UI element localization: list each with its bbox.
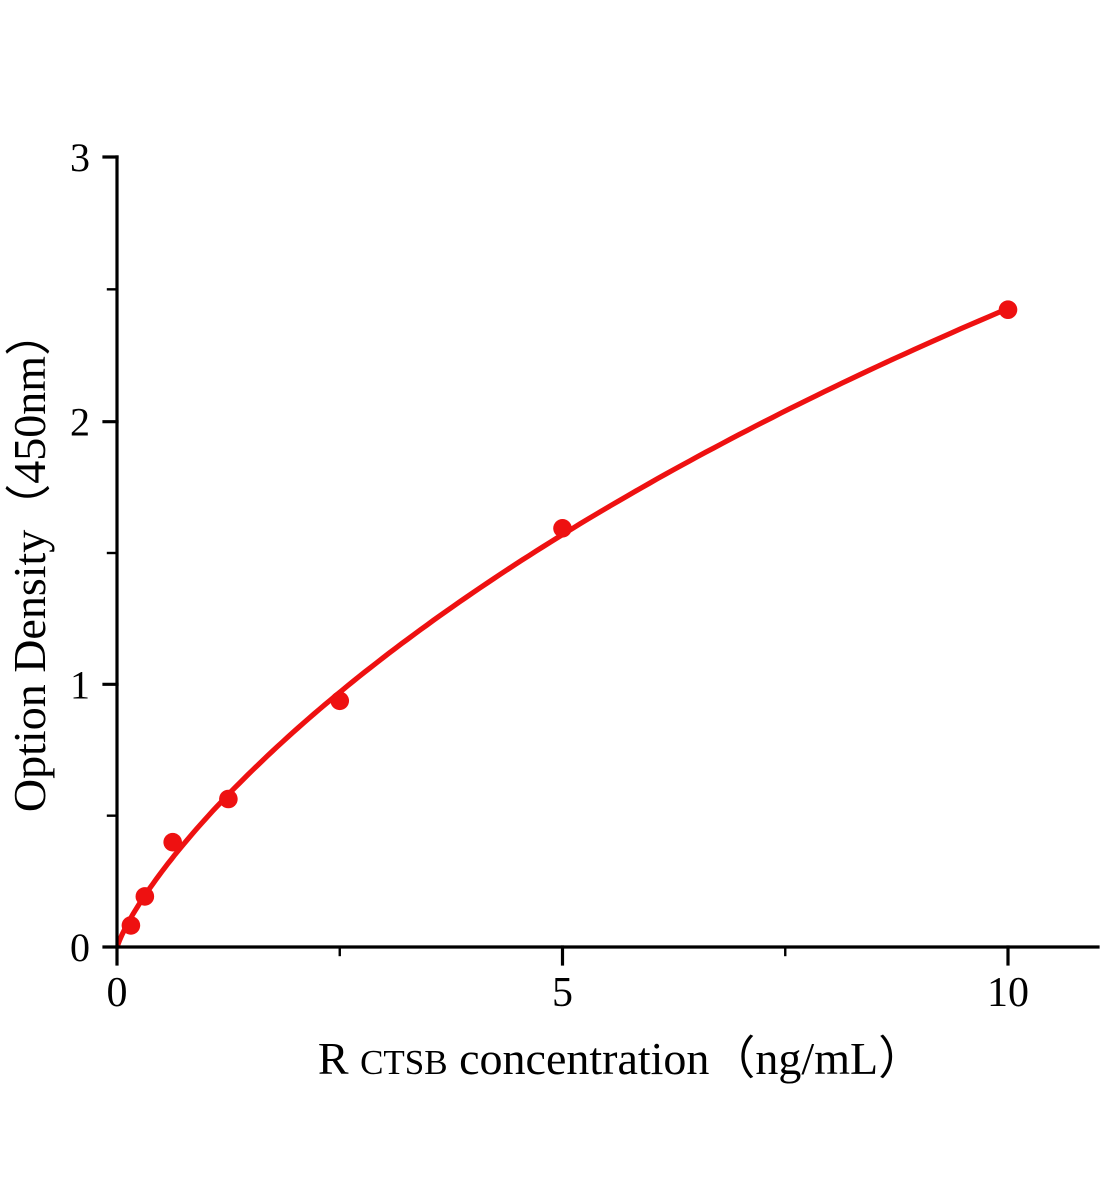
svg-text:R CTSB concentration（ng/mL）: R CTSB concentration（ng/mL） xyxy=(318,1033,924,1084)
svg-text:0: 0 xyxy=(107,970,128,1016)
svg-text:0: 0 xyxy=(70,925,90,970)
svg-text:5: 5 xyxy=(552,970,573,1016)
svg-text:Option Density（450nm）: Option Density（450nm） xyxy=(4,310,55,812)
svg-text:1: 1 xyxy=(70,662,90,707)
svg-text:3: 3 xyxy=(70,135,90,180)
svg-text:2: 2 xyxy=(70,400,90,445)
svg-text:10: 10 xyxy=(987,970,1029,1016)
